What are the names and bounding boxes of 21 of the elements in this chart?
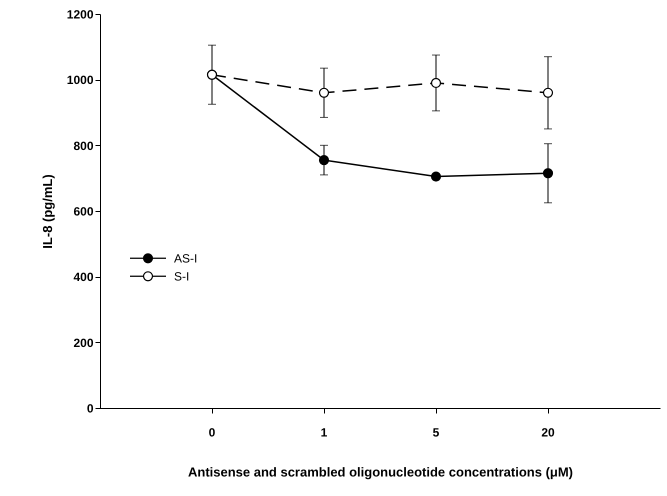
y-tick-label: 800 [73,138,94,153]
x-tick-label: 1 [320,426,328,440]
y-tick-label: 1200 [66,8,94,22]
y-tick-label: 200 [73,336,94,350]
x-tick-label: 20 [541,426,555,440]
point [318,88,330,98]
legend-label: AS-I [174,251,198,266]
point [430,171,442,182]
x-tick-label: 5 [432,426,440,440]
point [318,155,330,166]
x-tick-label: 0 [208,426,216,440]
point [430,78,442,88]
legend-label: S-I [174,269,190,284]
y-tick-label: 0 [86,402,94,416]
y-tick-label: 400 [73,270,94,284]
point [542,168,554,178]
y-axis-title: IL-8 (pg/mL) [40,174,55,249]
x-axis-title: Antisense and scrambled oligonucleotide concentrations (μM) [188,464,574,480]
point [542,88,554,98]
y-tick-label: 600 [73,204,94,218]
y-tick-label: 1000 [66,73,94,88]
